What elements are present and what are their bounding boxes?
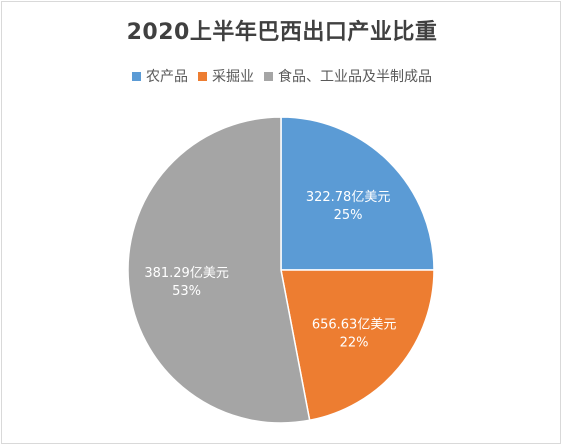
pie-slices: [127, 116, 435, 424]
slice-value-label: 381.29亿美元: [144, 266, 229, 281]
legend-item-mining: 采掘业: [198, 66, 254, 86]
pie-labels: 322.78亿美元 25% 656.63亿美元 22% 381.29亿美元 53%: [144, 190, 396, 351]
legend-swatch: [198, 71, 207, 81]
legend-item-food-industrial: 食品、工业品及半制成品: [264, 66, 432, 86]
pie-slice-mining: [280, 269, 435, 422]
slice-percent-label: 25%: [334, 208, 363, 223]
chart-legend: 农产品 采掘业 食品、工业品及半制成品: [0, 66, 564, 86]
legend-label: 采掘业: [212, 69, 254, 85]
slice-percent-label: 53%: [172, 284, 201, 299]
pie-slice-agriculture: [280, 116, 435, 271]
legend-item-agriculture: 农产品: [132, 66, 188, 86]
slice-value-label: 656.63亿美元: [312, 318, 397, 333]
chart-title: 2020上半年巴西出口产业比重: [126, 20, 438, 45]
slice-percent-label: 22%: [340, 336, 369, 351]
pie-slice-food-industrial: [127, 116, 311, 424]
legend-label: 农产品: [146, 69, 188, 85]
legend-label: 食品、工业品及半制成品: [278, 69, 432, 85]
legend-swatch: [132, 71, 141, 81]
legend-swatch: [264, 71, 273, 81]
slice-value-label: 322.78亿美元: [306, 190, 391, 205]
